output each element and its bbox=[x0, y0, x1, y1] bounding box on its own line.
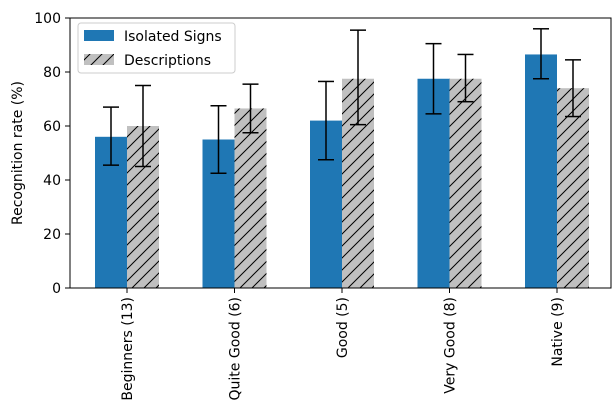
y-axis-label: Recognition rate (%) bbox=[10, 81, 26, 225]
legend: Isolated Signs Descriptions bbox=[77, 22, 236, 74]
y-tick-label-1: 0 bbox=[52, 281, 61, 297]
bars-group bbox=[95, 54, 589, 289]
x-tick-label-4: Very Good (8) bbox=[443, 297, 459, 394]
y-tick-label-4: 60 bbox=[43, 119, 61, 135]
axes-group: 0 20 40 60 80 100 Beginners (13) Quite Good (6)… bbox=[34, 11, 612, 401]
plot-frame bbox=[69, 17, 612, 289]
legend-label-1: Isolated Signs bbox=[124, 29, 222, 45]
y-tick-label-5: 80 bbox=[43, 65, 61, 81]
x-tick-label-3: Good (5) bbox=[335, 297, 351, 358]
y-tick-label-6: 100 bbox=[34, 11, 61, 27]
bar-2-2 bbox=[234, 108, 267, 288]
bar-2-5 bbox=[557, 88, 589, 288]
x-tick-label-2: Quite Good (6) bbox=[228, 297, 244, 400]
bar-1-5 bbox=[525, 54, 557, 289]
legend-label-2: Descriptions bbox=[124, 53, 211, 69]
error-bars-group bbox=[103, 28, 581, 174]
x-tick-label-5: Native (9) bbox=[550, 297, 566, 367]
x-tick-label-1: Beginners (13) bbox=[120, 297, 136, 401]
legend-swatch-1 bbox=[84, 30, 114, 41]
y-tick-label-3: 40 bbox=[43, 173, 61, 189]
y-tick-label-2: 20 bbox=[43, 227, 61, 243]
bar-2-4 bbox=[449, 78, 482, 288]
legend-box bbox=[77, 22, 236, 74]
legend-swatch-2 bbox=[84, 54, 114, 65]
